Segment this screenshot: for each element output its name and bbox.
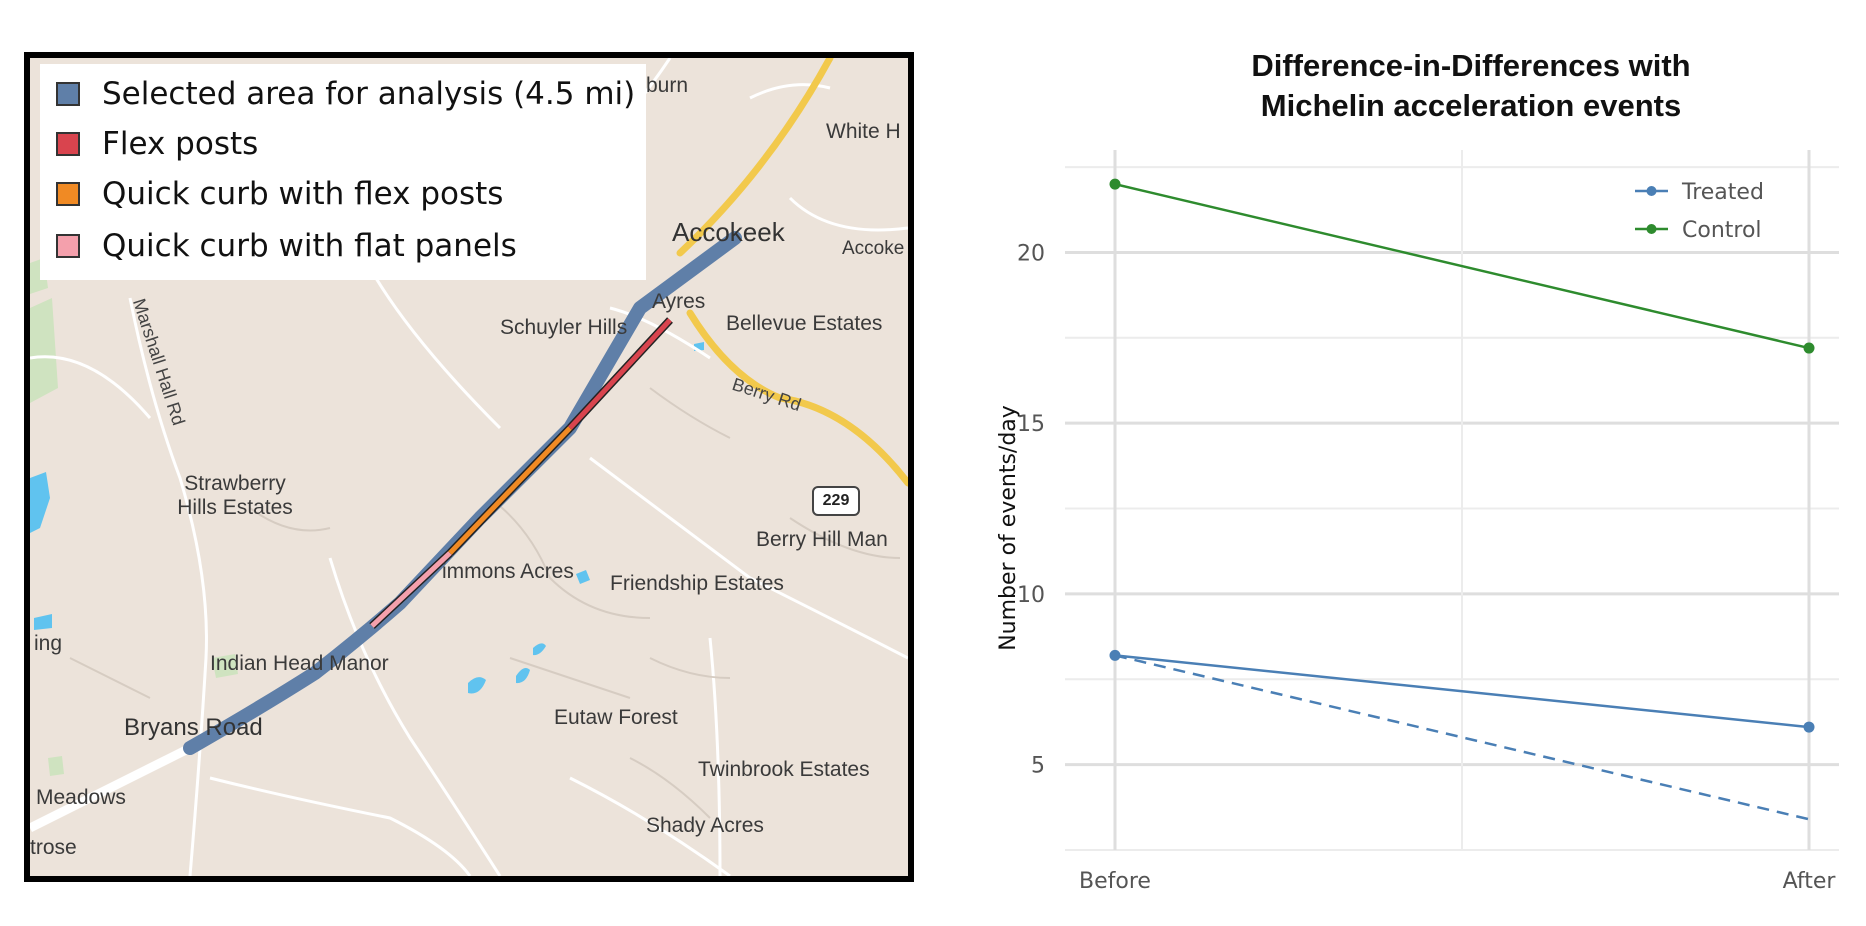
map-legend: Selected area for analysis (4.5 mi) Flex… [40, 64, 646, 280]
legend-label-control: Control [1682, 218, 1762, 243]
place-label-strawberry-hills-estates: Strawberry Hills Estates [160, 472, 310, 520]
legend-swatch-quick-curb-flex [56, 182, 80, 206]
legend-swatch-quick-curb-flat [56, 234, 80, 258]
place-label-accokeek: Accokeek [672, 217, 785, 247]
y-tick-label: 5 [1031, 754, 1045, 779]
place-label-ing: ing [34, 632, 63, 655]
place-label-bellevue-estates: Bellevue Estates [726, 312, 883, 335]
place-label-friendship-estates: Friendship Estates [610, 572, 784, 595]
map-panel: burn White H Accokeek Accoke Ayres Schuy… [24, 52, 914, 882]
series-line-treated [1114, 654, 1810, 729]
y-tick-label: 15 [1017, 412, 1045, 437]
y-tick-label: 10 [1017, 583, 1045, 608]
data-point-treated [1109, 649, 1121, 661]
route-229-shield: 229 [812, 486, 860, 516]
place-label-accoke: Accoke [842, 238, 905, 259]
legend-item-selected-area: Selected area for analysis (4.5 mi) [56, 74, 635, 114]
map-background [30, 58, 908, 876]
legend-label-selected-area: Selected area for analysis (4.5 mi) [102, 76, 636, 112]
place-label-burn: burn [646, 74, 689, 97]
legend-label-treated: Treated [1681, 180, 1764, 205]
place-label-shady-acres: Shady Acres [646, 814, 764, 837]
legend-swatch-flex-posts [56, 132, 80, 156]
place-label-ayres: Ayres [652, 290, 706, 313]
place-label-white-h: White H [826, 120, 901, 143]
legend-item-flex-posts: Flex posts [56, 124, 258, 164]
place-label-meadows: Meadows [36, 786, 126, 809]
data-point-control [1803, 342, 1815, 354]
legend-label-quick-curb-flat: Quick curb with flat panels [102, 228, 517, 264]
legend-label-flex-posts: Flex posts [102, 126, 259, 162]
chart-title-line1: Difference-in-Differences with [1251, 48, 1690, 83]
x-tick-label: Before [1079, 869, 1151, 894]
did-chart: Difference-in-Differences with Michelin … [996, 48, 1839, 894]
place-label-strawberry-line1: Strawberry [184, 472, 286, 495]
legend-marker-control [1646, 224, 1657, 234]
legend-item-quick-curb-flex: Quick curb with flex posts [56, 174, 503, 214]
place-label-trose: trose [30, 836, 77, 859]
y-axis-title: Number of events/day [996, 405, 1021, 651]
place-label-indian-head-manor: Indian Head Manor [210, 652, 389, 675]
legend-swatch-selected-area [56, 82, 80, 106]
y-tick-label: 20 [1017, 241, 1045, 266]
series-line-control [1114, 182, 1810, 350]
place-label-eutaw-forest: Eutaw Forest [554, 706, 678, 729]
place-label-twinbrook-estates: Twinbrook Estates [698, 758, 870, 781]
place-label-simmons-acres: immons Acres [442, 560, 574, 583]
place-label-schuyler-hills: Schuyler Hills [500, 316, 628, 339]
place-label-berry-hill-man: Berry Hill Man [756, 528, 888, 551]
place-label-bryans-road: Bryans Road [124, 714, 263, 741]
data-point-control [1109, 178, 1121, 190]
legend-marker-treated [1646, 186, 1657, 196]
x-tick-label: After [1783, 869, 1837, 894]
chart-title-line2: Michelin acceleration events [1261, 88, 1681, 123]
legend-item-quick-curb-flat: Quick curb with flat panels [56, 226, 517, 266]
did-chart-panel: Difference-in-Differences with Michelin … [980, 0, 1866, 926]
data-point-treated [1803, 721, 1815, 733]
legend-label-quick-curb-flex: Quick curb with flex posts [102, 176, 504, 212]
place-label-strawberry-line2: Hills Estates [177, 496, 293, 520]
